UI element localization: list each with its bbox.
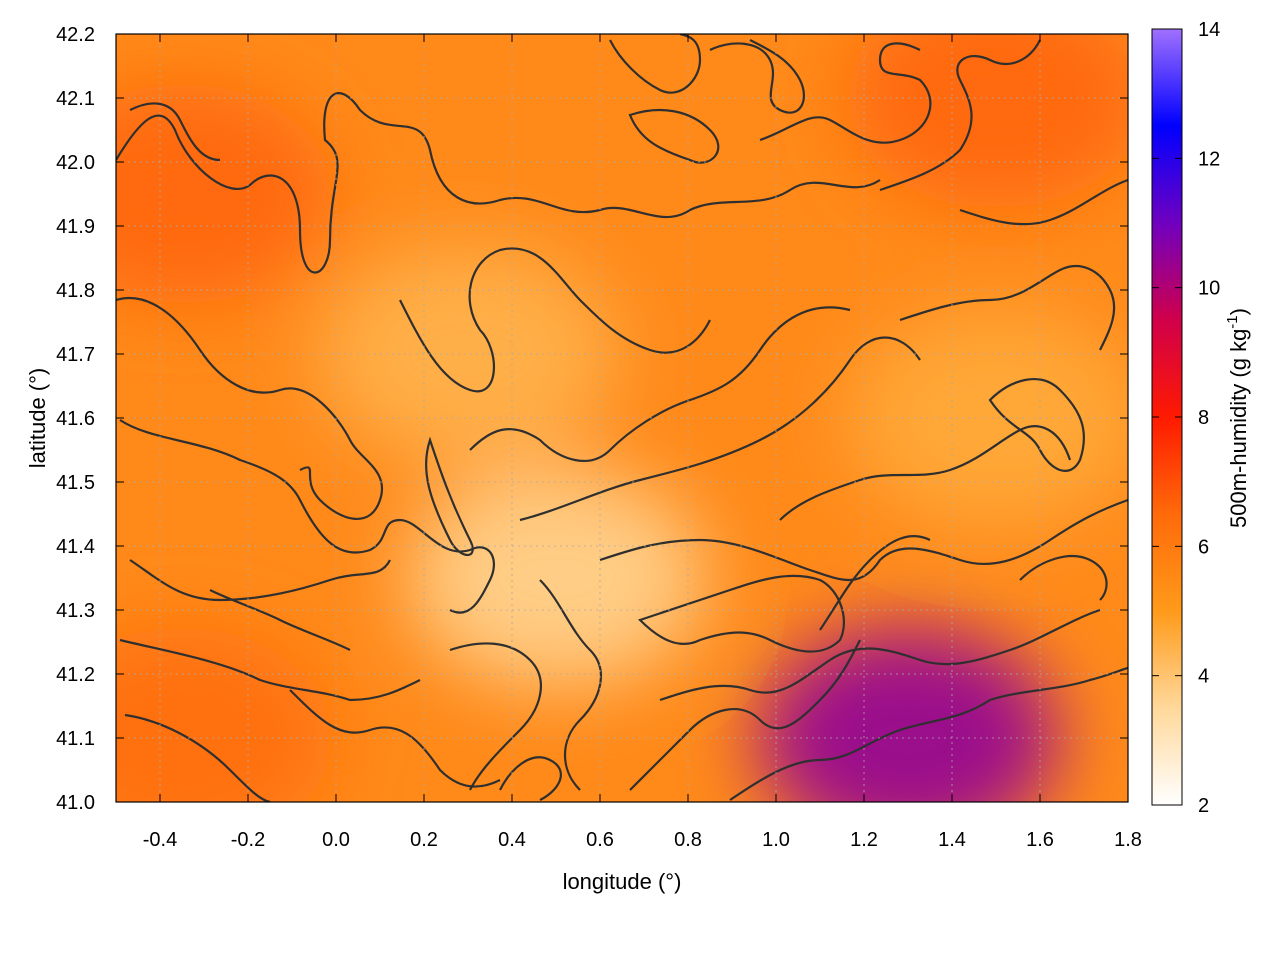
- contour-line: [729, 666, 1128, 801]
- contour-line: [659, 608, 1101, 702]
- y-tick-label: 41.5: [56, 472, 95, 494]
- contour-line: [119, 638, 421, 702]
- y-axis: 41.0 41.1 41.2 41.3 41.4 41.5 41.6 41.7 41.8 41.9…: [56, 24, 1128, 814]
- contour-line: [819, 535, 931, 631]
- colorbar-tick-label: 8: [1198, 407, 1209, 429]
- colorbar-tick-label: 4: [1198, 666, 1209, 688]
- y-tick-label: 41.2: [56, 664, 95, 686]
- contour-line: [1019, 555, 1108, 601]
- colorbar-tick-label: 14: [1198, 19, 1220, 41]
- y-tick-label: 41.3: [56, 600, 95, 622]
- contour-line: [959, 178, 1128, 226]
- contour-line: [209, 589, 351, 651]
- colorbar-tick-label: 2: [1198, 795, 1209, 817]
- x-tick-label: 0.8: [674, 829, 702, 851]
- x-tick-label: 1.8: [1114, 829, 1142, 851]
- y-tick-label: 42.2: [56, 24, 95, 46]
- heatmap-field: [116, 34, 1128, 802]
- contour-line: [637, 574, 845, 653]
- x-tick-label: 1.6: [1026, 829, 1054, 851]
- contour-line: [899, 265, 1116, 351]
- x-tick-label: 1.4: [938, 829, 966, 851]
- colorbar-tick-label: 6: [1198, 536, 1209, 558]
- y-tick-label: 41.4: [56, 536, 95, 558]
- contour-line: [124, 713, 271, 802]
- contour-line: [469, 306, 851, 462]
- contour-line: [289, 689, 501, 788]
- contour-line: [116, 92, 881, 274]
- x-axis: -0.4 -0.2 0.0 0.2 0.4 0.6 0.8 1.0 1.2 1.4 1.6 1.8: [143, 34, 1142, 851]
- contour-line: [988, 378, 1085, 472]
- contour-line: [599, 498, 1128, 582]
- y-tick-label: 41.7: [56, 344, 95, 366]
- contour-line: [449, 642, 542, 791]
- colorbar-label: 500m-humidity (g kg-1): [1224, 308, 1251, 528]
- y-tick-label: 41.9: [56, 216, 95, 238]
- colorbar-ticks: 2 4 6 8 10 12 14: [1152, 19, 1220, 817]
- contour-line: [116, 297, 383, 520]
- contour-line: [539, 579, 602, 791]
- contour-line: [709, 39, 805, 114]
- heatmap-blobs: [116, 34, 1128, 802]
- contour-line: [629, 639, 861, 791]
- contour-line: [609, 34, 702, 94]
- y-tick-label: 42.0: [56, 152, 95, 174]
- colorbar-label-end: ): [1226, 308, 1251, 315]
- contour-line: [119, 419, 495, 614]
- x-tick-label: -0.4: [143, 829, 177, 851]
- contour-line: [129, 559, 391, 602]
- colorbar-label-main: 500m-humidity (g kg: [1226, 329, 1251, 528]
- colorbar-tick-label: 10: [1198, 278, 1220, 300]
- y-axis-label: latitude (°): [25, 368, 50, 469]
- x-tick-label: 0.6: [586, 829, 614, 851]
- contour-line: [399, 247, 711, 393]
- y-tick-label: 41.1: [56, 728, 95, 750]
- x-tick-label: 0.0: [322, 829, 350, 851]
- colorbar-label-superscript: -1: [1224, 315, 1241, 328]
- contour-line: [879, 39, 1041, 192]
- y-tick-label: 41.6: [56, 408, 95, 430]
- contour-line: [499, 756, 562, 801]
- x-tick-label: 0.4: [498, 829, 526, 851]
- heatmap-region: [318, 244, 618, 464]
- grid-lines: [116, 34, 1128, 802]
- contour-line: [129, 102, 221, 162]
- x-tick-label: 0.2: [410, 829, 438, 851]
- colorbar-tick-label: 12: [1198, 148, 1220, 170]
- contour-line: [759, 42, 932, 144]
- x-tick-label: 1.0: [762, 829, 790, 851]
- y-tick-label: 41.8: [56, 280, 95, 302]
- x-axis-label: longitude (°): [563, 869, 682, 894]
- contour-lines: [116, 34, 1128, 802]
- y-tick-label: 41.0: [56, 792, 95, 814]
- heatmap-region: [116, 628, 332, 802]
- contour-line: [628, 108, 720, 164]
- x-tick-label: 1.2: [850, 829, 878, 851]
- x-tick-label: -0.2: [231, 829, 265, 851]
- contour-line: [519, 336, 921, 522]
- contour-line: [779, 425, 1072, 521]
- heatmap-region: [406, 468, 706, 688]
- contour-line: [424, 436, 474, 556]
- heatmap-region: [116, 84, 332, 304]
- y-tick-label: 42.1: [56, 88, 95, 110]
